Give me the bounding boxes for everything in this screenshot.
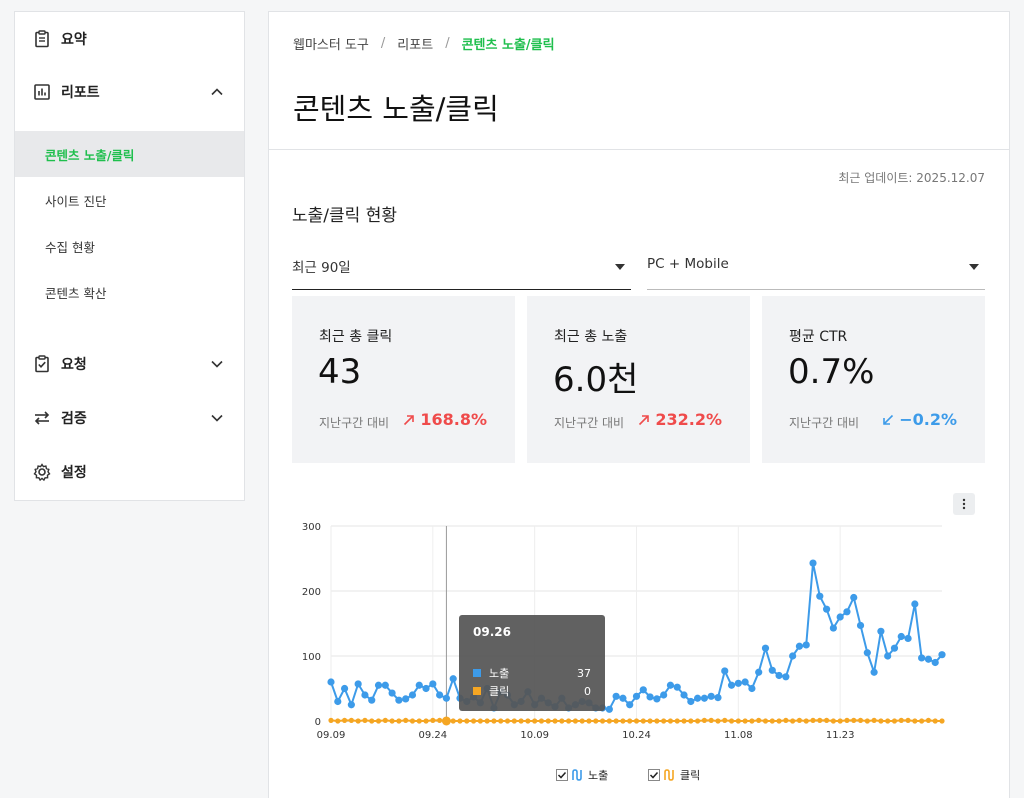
legend-checkbox[interactable] [648, 769, 660, 781]
breadcrumb-item[interactable]: 웹마스터 도구 [293, 38, 369, 53]
sidebar-subitem-site-diagnosis[interactable]: 사이트 진단 [15, 177, 244, 223]
period-select-value: 최근 90일 [292, 260, 351, 276]
legend-item-impressions[interactable]: 노출 [556, 767, 608, 783]
page-header: 웹마스터 도구 / 리포트 / 콘텐츠 노출/클릭 콘텐츠 노출/클릭 [269, 12, 1009, 150]
arrow-down-left-icon [883, 414, 894, 425]
tooltip-date: 09.26 [473, 625, 511, 639]
chevron-up-icon[interactable] [210, 85, 224, 99]
kpi-card-impressions: 최근 총 노출 6.0천 지난구간 대비 232.2% [527, 296, 750, 463]
device-select[interactable]: PC + Mobile [647, 256, 985, 290]
legend-checkbox[interactable] [556, 769, 568, 781]
sidebar-subitem-label: 콘텐츠 확산 [45, 285, 107, 301]
arrow-up-right-icon [639, 414, 650, 425]
dropdown-arrow-icon [969, 264, 979, 270]
tooltip-series-name: 노출 [489, 667, 510, 680]
tooltip-row-impressions: 노출 37 [473, 665, 591, 681]
kpi-compare-label: 지난구간 대비 [554, 416, 625, 430]
breadcrumb: 웹마스터 도구 / 리포트 / 콘텐츠 노출/클릭 [293, 34, 555, 53]
sidebar-item-request[interactable]: 요청 [15, 344, 244, 384]
kpi-label: 평균 CTR [789, 329, 848, 345]
legend-swatch [473, 669, 481, 677]
sidebar-label-request: 요청 [61, 357, 87, 373]
section-title: 노출/클릭 현황 [292, 206, 397, 226]
chart-tooltip: 09.26 노출 37 클릭 0 [459, 615, 605, 711]
kpi-label: 최근 총 노출 [554, 329, 628, 345]
kpi-card-clicks: 최근 총 클릭 43 지난구간 대비 168.8% [292, 296, 515, 463]
sync-arrows-icon [34, 411, 50, 425]
kpi-delta: −0.2% [881, 410, 957, 429]
legend-item-clicks[interactable]: 클릭 [648, 767, 700, 783]
legend-label: 클릭 [680, 769, 701, 782]
kpi-delta-value: 232.2% [655, 410, 722, 429]
sidebar-item-report[interactable]: 리포트 [15, 72, 244, 112]
kpi-value: 0.7% [788, 352, 875, 392]
sidebar-label-verify: 검증 [61, 411, 87, 427]
tooltip-series-value: 37 [577, 666, 591, 680]
chart-more-button[interactable] [953, 493, 975, 515]
sidebar-label-summary: 요약 [61, 32, 87, 48]
kpi-value: 6.0천 [553, 360, 639, 400]
checkmark-icon [649, 771, 659, 779]
tooltip-series-name: 클릭 [489, 685, 510, 698]
chevron-down-icon[interactable] [210, 357, 224, 371]
sidebar-item-verify[interactable]: 검증 [15, 398, 244, 438]
sidebar-label-report: 리포트 [61, 85, 100, 101]
sidebar-item-settings[interactable]: 설정 [15, 452, 244, 492]
checkmark-icon [557, 771, 567, 779]
legend-swatch [473, 687, 481, 695]
chevron-down-icon[interactable] [210, 411, 224, 425]
kpi-value: 43 [318, 352, 362, 392]
clipboard-check-icon [35, 355, 49, 373]
device-select-value: PC + Mobile [647, 256, 729, 272]
line-series-icon [664, 769, 674, 781]
sidebar-subitem-label: 사이트 진단 [45, 193, 107, 209]
clipboard-icon [35, 30, 49, 48]
kpi-compare-label: 지난구간 대비 [789, 416, 860, 430]
kpi-label: 최근 총 클릭 [319, 329, 393, 345]
sidebar-subitem-label: 수집 현황 [45, 239, 95, 255]
sidebar-item-summary[interactable]: 요약 [15, 19, 244, 59]
kpi-delta: 232.2% [637, 410, 722, 429]
kpi-compare-label: 지난구간 대비 [319, 416, 390, 430]
breadcrumb-separator: / [445, 36, 450, 51]
kpi-delta-value: 168.8% [420, 410, 487, 429]
kpi-delta: 168.8% [402, 410, 487, 429]
last-updated: 최근 업데이트: 2025.12.07 [838, 171, 985, 185]
sidebar-subitem-label: 콘텐츠 노출/클릭 [45, 147, 135, 163]
more-vertical-icon [962, 498, 966, 510]
sidebar: 요약 리포트 콘텐츠 노출/클릭 사이트 진단 수집 현황 콘텐츠 확산 요청 [14, 11, 245, 501]
page-title: 콘텐츠 노출/클릭 [293, 92, 499, 126]
dropdown-arrow-icon [615, 264, 625, 270]
breadcrumb-current: 콘텐츠 노출/클릭 [461, 38, 555, 53]
tooltip-series-value: 0 [584, 684, 591, 698]
kpi-card-ctr: 평균 CTR 0.7% 지난구간 대비 −0.2% [762, 296, 985, 463]
period-select[interactable]: 최근 90일 [292, 256, 631, 290]
gear-icon [33, 463, 51, 482]
line-series-icon [572, 769, 582, 781]
tooltip-row-clicks: 클릭 0 [473, 683, 591, 699]
sidebar-label-settings: 설정 [61, 465, 87, 481]
sidebar-subitem-content-exposure[interactable]: 콘텐츠 노출/클릭 [15, 131, 244, 177]
sidebar-subitem-content-spread[interactable]: 콘텐츠 확산 [15, 269, 244, 315]
legend-label: 노출 [588, 769, 609, 782]
arrow-up-right-icon [404, 414, 415, 425]
breadcrumb-separator: / [380, 36, 386, 51]
sidebar-subitem-crawl-status[interactable]: 수집 현황 [15, 223, 244, 269]
bar-chart-icon [34, 84, 50, 100]
kpi-delta-value: −0.2% [899, 410, 957, 429]
breadcrumb-item[interactable]: 리포트 [397, 38, 434, 53]
